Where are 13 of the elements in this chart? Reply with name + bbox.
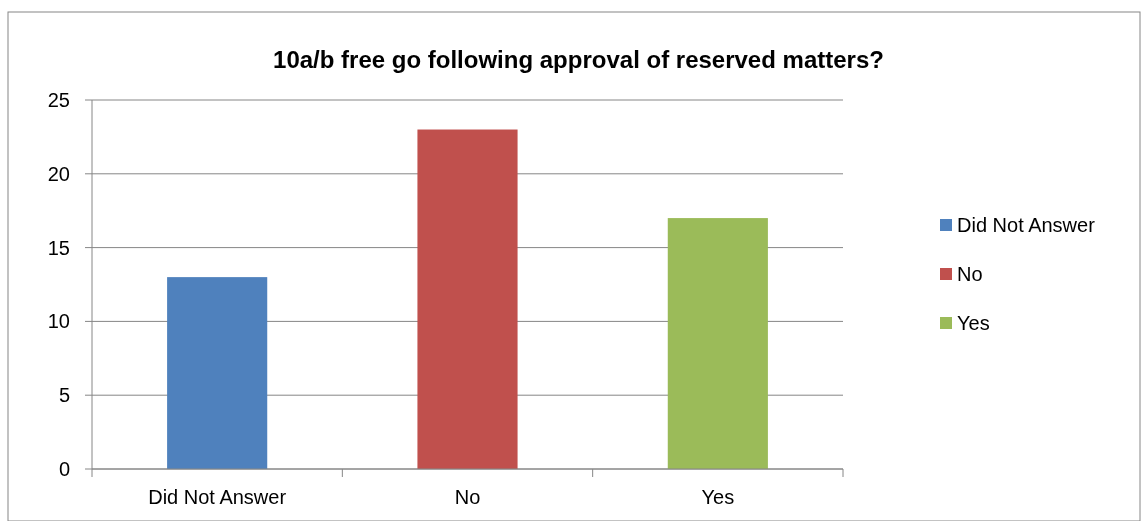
y-tick-label: 10 [47,310,70,333]
y-tick-label: 15 [47,236,70,259]
chart-title: 10a/b free go following approval of reserved matters? [273,46,884,73]
y-tick-label: 5 [58,384,70,407]
y-tick-label: 0 [58,458,70,480]
legend-label: Yes [957,312,990,334]
y-tick-label: 25 [47,89,70,111]
legend-label: Did Not Answer [957,214,1096,236]
y-tick-label: 20 [47,162,70,185]
x-tick-label: Yes [701,486,735,508]
legend-label: No [957,263,983,285]
x-tick-label: Did Not Answer [148,486,287,508]
x-tick-label: No [454,486,481,508]
